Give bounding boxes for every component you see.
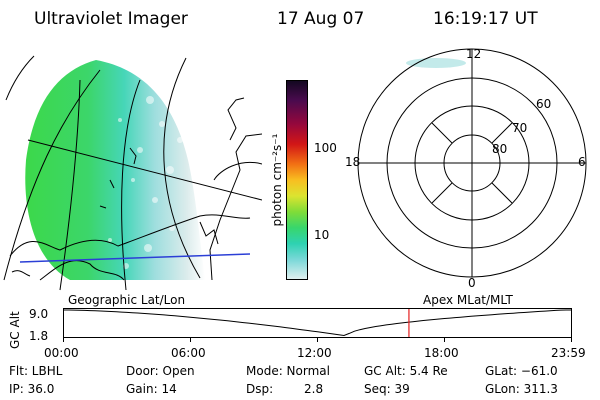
timeline-x-2359: 23:59 bbox=[551, 346, 586, 360]
colorbar-tick-100: 100 bbox=[314, 141, 337, 155]
colorbar-tick-10: 10 bbox=[314, 228, 330, 242]
observation-time: 16:19:17 UT bbox=[433, 9, 538, 29]
mlat-mlt-dial bbox=[357, 48, 587, 278]
footer-gain: Gain: 14 bbox=[126, 382, 177, 396]
mlat-label-80: 80 bbox=[492, 142, 508, 156]
altitude-curve bbox=[63, 309, 572, 337]
map-grid bbox=[3, 55, 262, 291]
footer-glon: GLon: 311.3 bbox=[485, 382, 558, 396]
footer-door: Door: Open bbox=[126, 364, 195, 378]
coastlines bbox=[9, 97, 262, 281]
footer-filter: Flt: LBHL bbox=[9, 364, 63, 378]
timeline-x-0000: 00:00 bbox=[44, 346, 79, 360]
footer-seq: Seq: 39 bbox=[364, 382, 410, 396]
footer-mode: Mode: Normal bbox=[246, 364, 330, 378]
auroral-patch bbox=[406, 58, 466, 68]
footer-dsp-label: Dsp: bbox=[246, 382, 274, 396]
mlt-label-18: 18 bbox=[345, 155, 361, 169]
colorbar-unit-label: photon cm⁻²s⁻¹ bbox=[270, 133, 284, 227]
earth-disk bbox=[25, 60, 205, 280]
apex-caption: Apex MLat/MLT bbox=[423, 293, 513, 307]
terminator-line bbox=[19, 253, 251, 263]
geographic-map bbox=[3, 55, 262, 291]
footer-dsp-value: 2.8 bbox=[304, 382, 324, 396]
dial-rings bbox=[357, 48, 587, 278]
timeline-y-top: 9.0 bbox=[29, 307, 49, 321]
colorbar bbox=[286, 80, 308, 280]
footer-gc-alt: GC Alt: 5.4 Re bbox=[364, 364, 448, 378]
mlt-label-12: 12 bbox=[466, 47, 482, 61]
timeline-ticks bbox=[63, 337, 572, 342]
timeline-axis-label: GC Alt bbox=[8, 311, 22, 349]
footer-ip: IP: 36.0 bbox=[9, 382, 55, 396]
footer-glat: GLat: −61.0 bbox=[485, 364, 558, 378]
timeline-x-1800: 18:00 bbox=[424, 346, 459, 360]
mlat-label-60: 60 bbox=[536, 97, 552, 111]
observation-date: 17 Aug 07 bbox=[277, 9, 365, 29]
app-title: Ultraviolet Imager bbox=[34, 9, 188, 29]
timeline-x-1200: 12:00 bbox=[297, 346, 332, 360]
timeline-x-0600: 06:00 bbox=[171, 346, 206, 360]
geographic-caption: Geographic Lat/Lon bbox=[68, 293, 186, 307]
timeline-y-bottom: 1.8 bbox=[29, 329, 49, 343]
mlt-label-0: 0 bbox=[468, 276, 476, 290]
mlt-label-6: 6 bbox=[578, 155, 586, 169]
altitude-timeline bbox=[63, 308, 572, 342]
mlat-label-70: 70 bbox=[512, 121, 528, 135]
